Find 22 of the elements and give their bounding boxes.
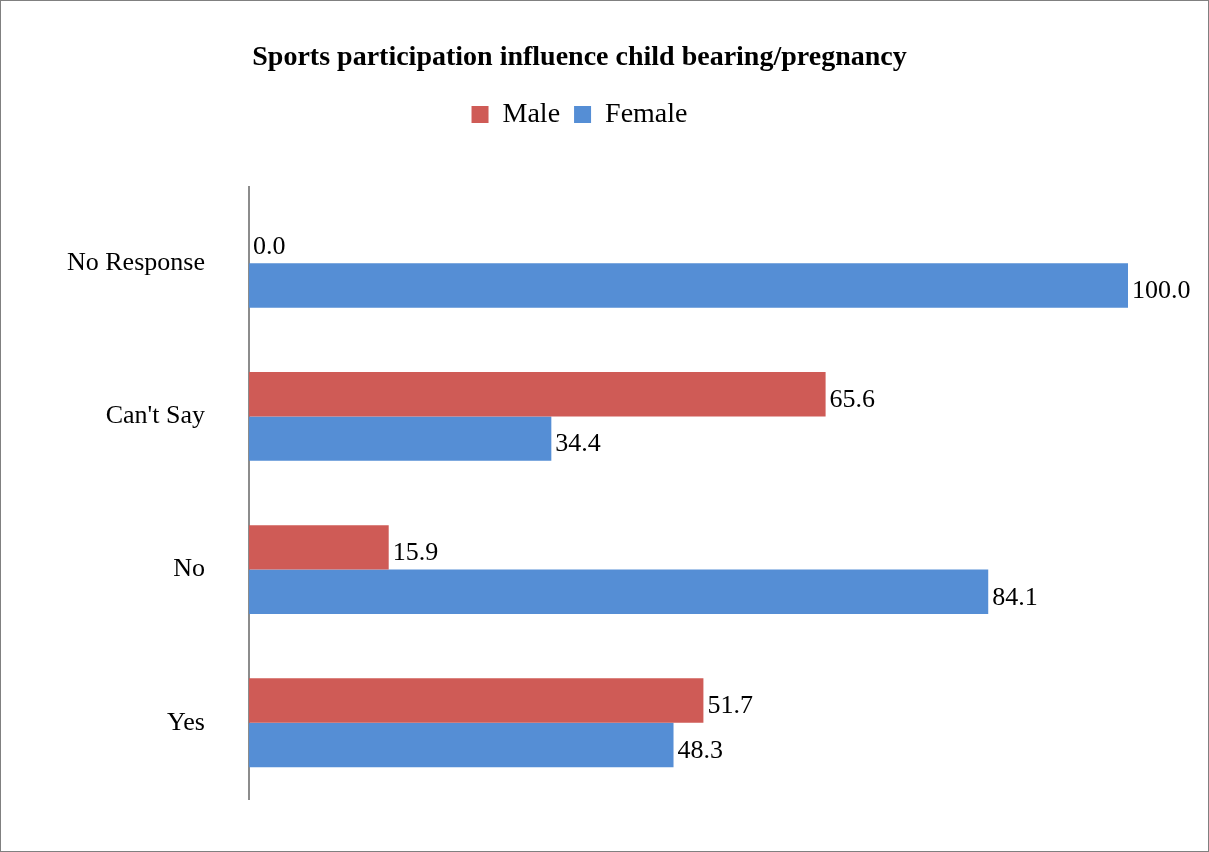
bar [248, 371, 826, 417]
y-tick-label: Can't Say [105, 400, 205, 430]
legend-label: Female [605, 96, 688, 128]
bar [248, 525, 389, 570]
bar [248, 416, 552, 461]
data-label: 48.3 [677, 734, 724, 764]
y-tick-label: No Response [67, 247, 205, 277]
bar [248, 263, 1128, 308]
data-label: 34.4 [555, 428, 601, 458]
bar [248, 722, 674, 768]
data-label: 84.1 [992, 581, 1038, 611]
data-label: 15.9 [392, 537, 439, 567]
data-label: 51.7 [707, 690, 753, 720]
y-tick-label: Yes [167, 706, 205, 736]
y-tick-label: No [173, 553, 205, 583]
bar [248, 569, 989, 615]
data-label: 100.0 [1132, 275, 1191, 305]
chart-title: Sports participation influence child bearing/pregnancy [252, 40, 907, 72]
legend-label: Male [502, 96, 561, 128]
data-label: 0.0 [252, 230, 286, 260]
bar [248, 678, 704, 723]
data-label: 65.6 [829, 384, 876, 414]
